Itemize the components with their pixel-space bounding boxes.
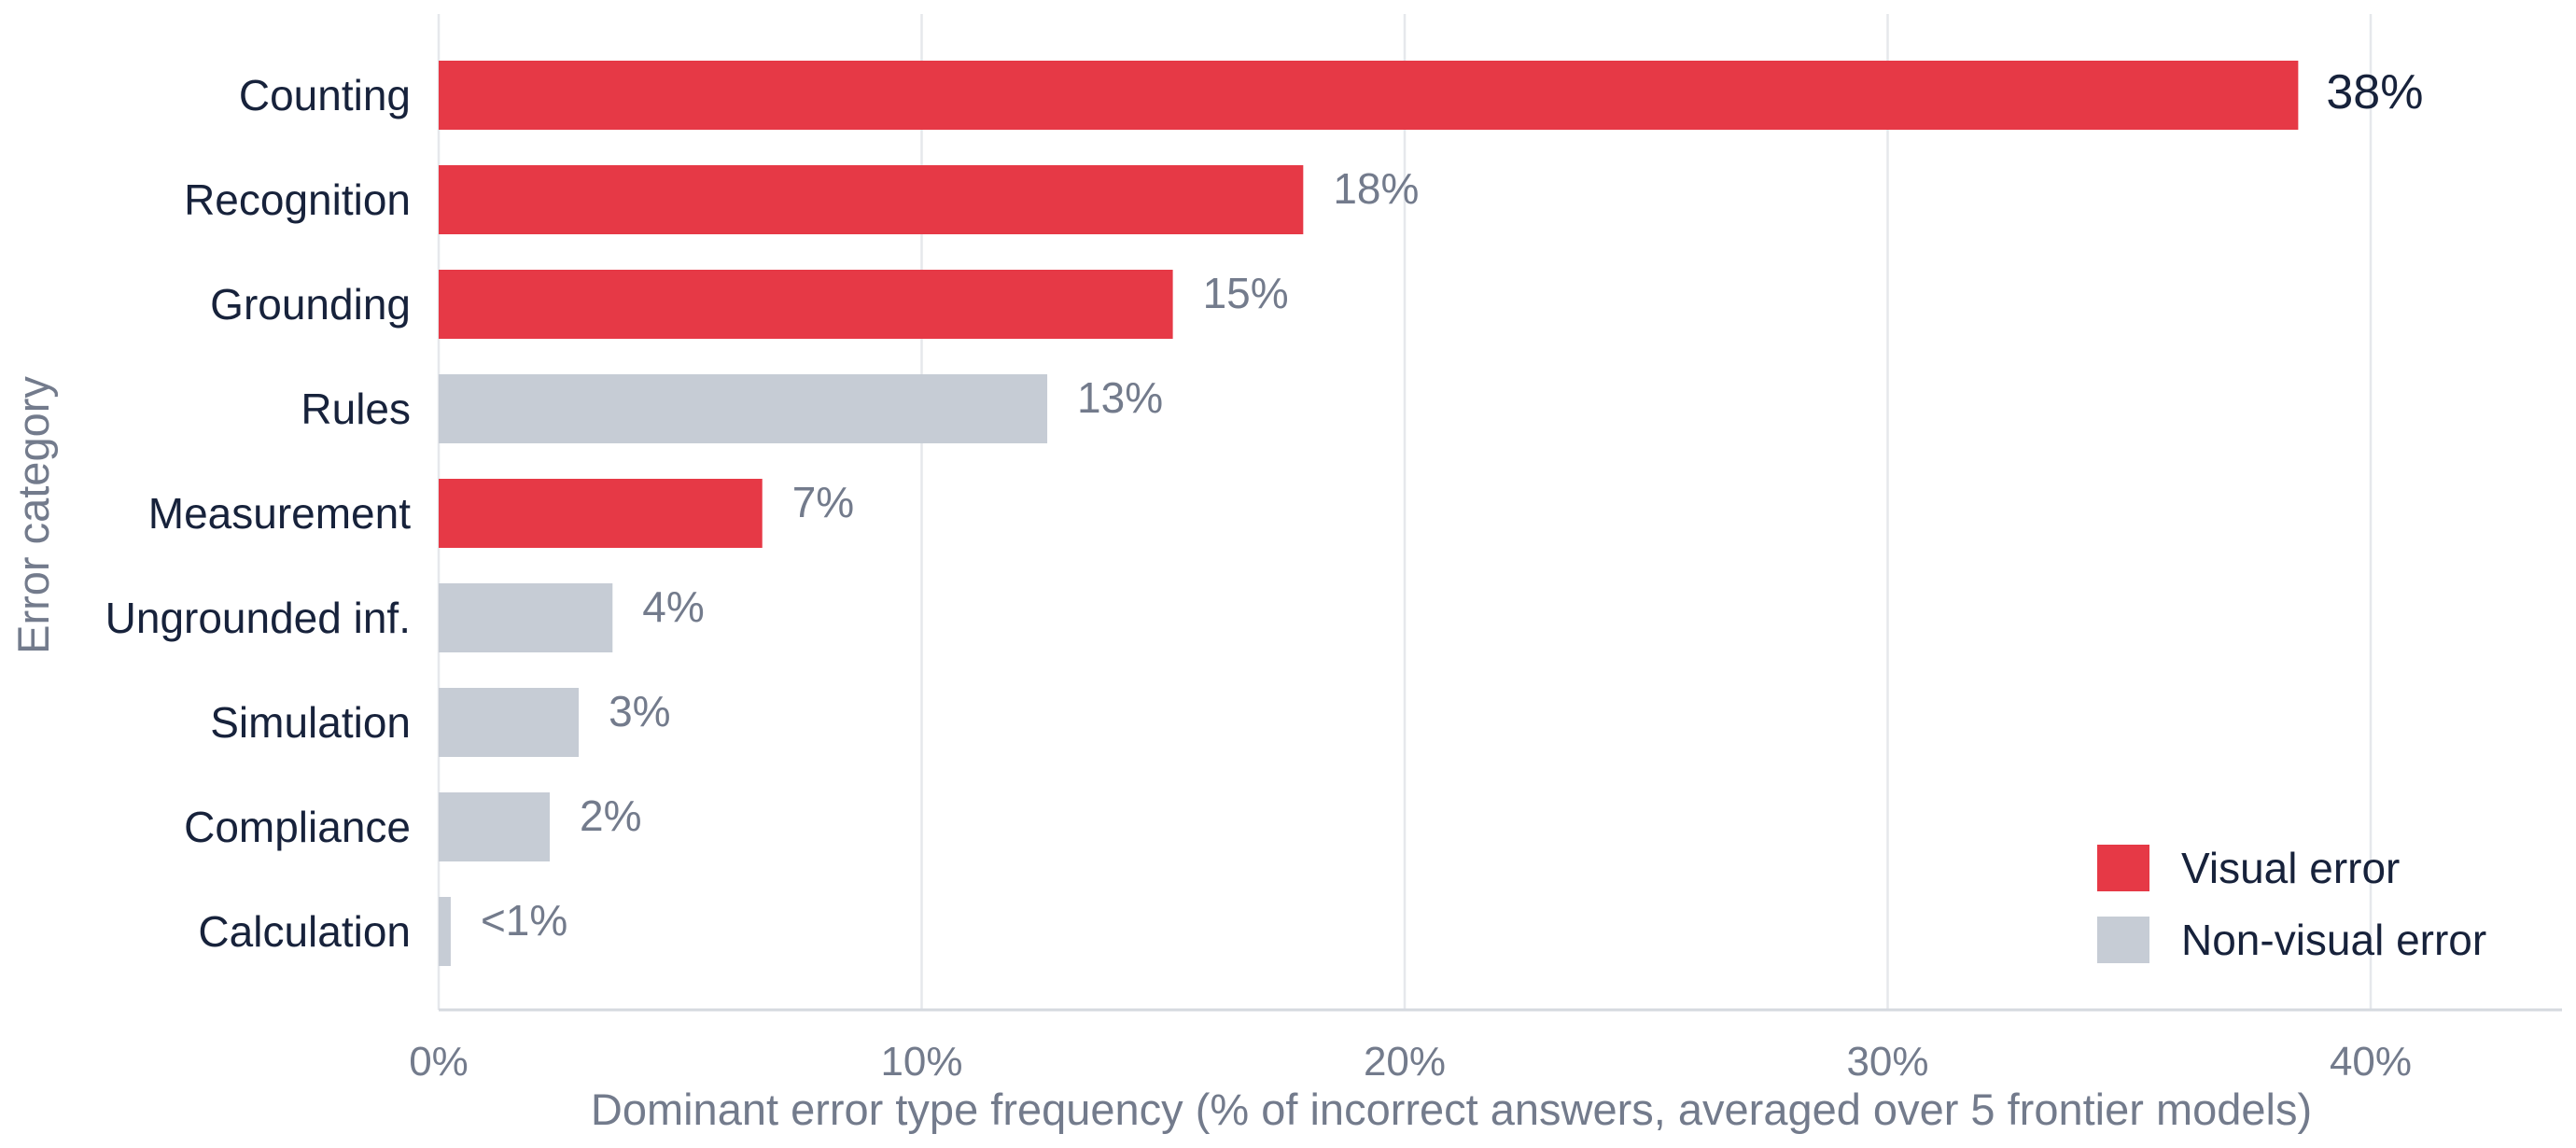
x-tick-labels: 0% 10% 20% 30% 40% (409, 1039, 2412, 1085)
category-label: Ungrounded inf. (105, 594, 411, 642)
bar (439, 479, 763, 548)
x-tick-label: 40% (2330, 1039, 2412, 1085)
legend-label: Non-visual error (2181, 916, 2486, 964)
bar (439, 165, 1304, 234)
data-label: 2% (580, 791, 641, 840)
legend-swatch (2097, 845, 2149, 891)
x-tick-label: 0% (409, 1039, 469, 1085)
category-label: Compliance (184, 803, 411, 851)
value-labels: 38% 18% 15% 13% 7% 4% 3% 2% <1% (481, 65, 2424, 945)
category-label: Counting (239, 71, 411, 119)
y-axis-title: Error category (8, 376, 58, 654)
bar (439, 61, 2299, 130)
data-label: <1% (481, 896, 567, 945)
legend: Visual error Non-visual error (2097, 844, 2486, 964)
bar (439, 374, 1048, 443)
bar (439, 897, 451, 966)
data-label: 18% (1333, 164, 1419, 213)
bar (439, 792, 551, 861)
category-label: Rules (301, 385, 411, 433)
data-label: 7% (792, 478, 854, 526)
x-tick-label: 10% (880, 1039, 962, 1085)
category-label: Measurement (148, 489, 411, 538)
bar (439, 688, 580, 757)
category-label: Grounding (210, 280, 411, 329)
data-label: 13% (1077, 373, 1163, 422)
x-tick-label: 30% (1846, 1039, 1928, 1085)
category-label: Simulation (210, 698, 411, 747)
legend-label: Visual error (2181, 844, 2400, 892)
legend-swatch (2097, 917, 2149, 963)
data-label: 4% (642, 582, 704, 631)
x-axis-title: Dominant error type frequency (% of inco… (591, 1085, 2312, 1134)
bars (439, 61, 2299, 966)
category-labels: Counting Recognition Grounding Rules Measure… (105, 71, 412, 956)
bar (439, 270, 1173, 339)
data-label: 3% (609, 687, 670, 735)
data-label: 38% (2326, 65, 2423, 119)
data-label: 15% (1203, 269, 1289, 317)
category-label: Calculation (198, 907, 411, 956)
bar (439, 583, 613, 652)
x-tick-label: 20% (1364, 1039, 1446, 1085)
category-label: Recognition (184, 175, 411, 224)
